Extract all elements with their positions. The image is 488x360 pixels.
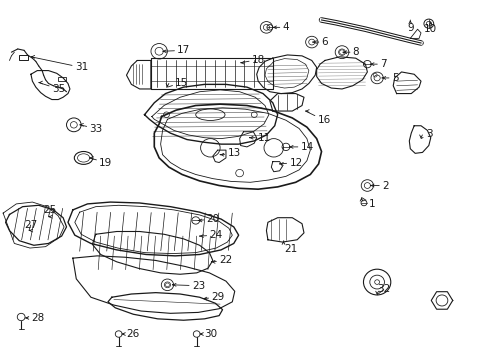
Text: 22: 22 xyxy=(211,256,232,265)
Text: 27: 27 xyxy=(24,220,37,230)
Text: 12: 12 xyxy=(279,158,302,167)
Text: 28: 28 xyxy=(25,313,44,323)
Text: 4: 4 xyxy=(272,22,288,32)
Text: 3: 3 xyxy=(420,129,431,139)
Text: 35: 35 xyxy=(39,82,65,94)
Text: 30: 30 xyxy=(199,329,217,339)
Text: 9: 9 xyxy=(406,20,413,33)
Text: 15: 15 xyxy=(167,77,188,87)
Text: 8: 8 xyxy=(342,47,359,57)
Text: 17: 17 xyxy=(162,45,190,55)
Text: 21: 21 xyxy=(283,241,297,254)
Text: 19: 19 xyxy=(89,158,112,167)
Text: 6: 6 xyxy=(312,37,327,47)
Text: 10: 10 xyxy=(423,21,436,34)
Text: 1: 1 xyxy=(361,198,375,209)
Text: 32: 32 xyxy=(376,284,389,295)
Text: 29: 29 xyxy=(203,292,224,302)
Text: 14: 14 xyxy=(289,142,313,152)
Text: 11: 11 xyxy=(249,133,271,143)
Text: 16: 16 xyxy=(305,111,330,125)
Text: 7: 7 xyxy=(369,59,386,69)
Text: 23: 23 xyxy=(172,281,204,291)
Text: 18: 18 xyxy=(240,55,264,64)
Text: 13: 13 xyxy=(220,148,240,158)
Text: 2: 2 xyxy=(369,180,388,190)
Text: 5: 5 xyxy=(381,73,398,83)
Text: 25: 25 xyxy=(43,205,57,217)
Text: 31: 31 xyxy=(31,57,88,72)
Text: 33: 33 xyxy=(80,123,102,134)
Text: 26: 26 xyxy=(122,329,140,339)
Text: 24: 24 xyxy=(199,230,222,240)
Text: 20: 20 xyxy=(198,214,219,224)
